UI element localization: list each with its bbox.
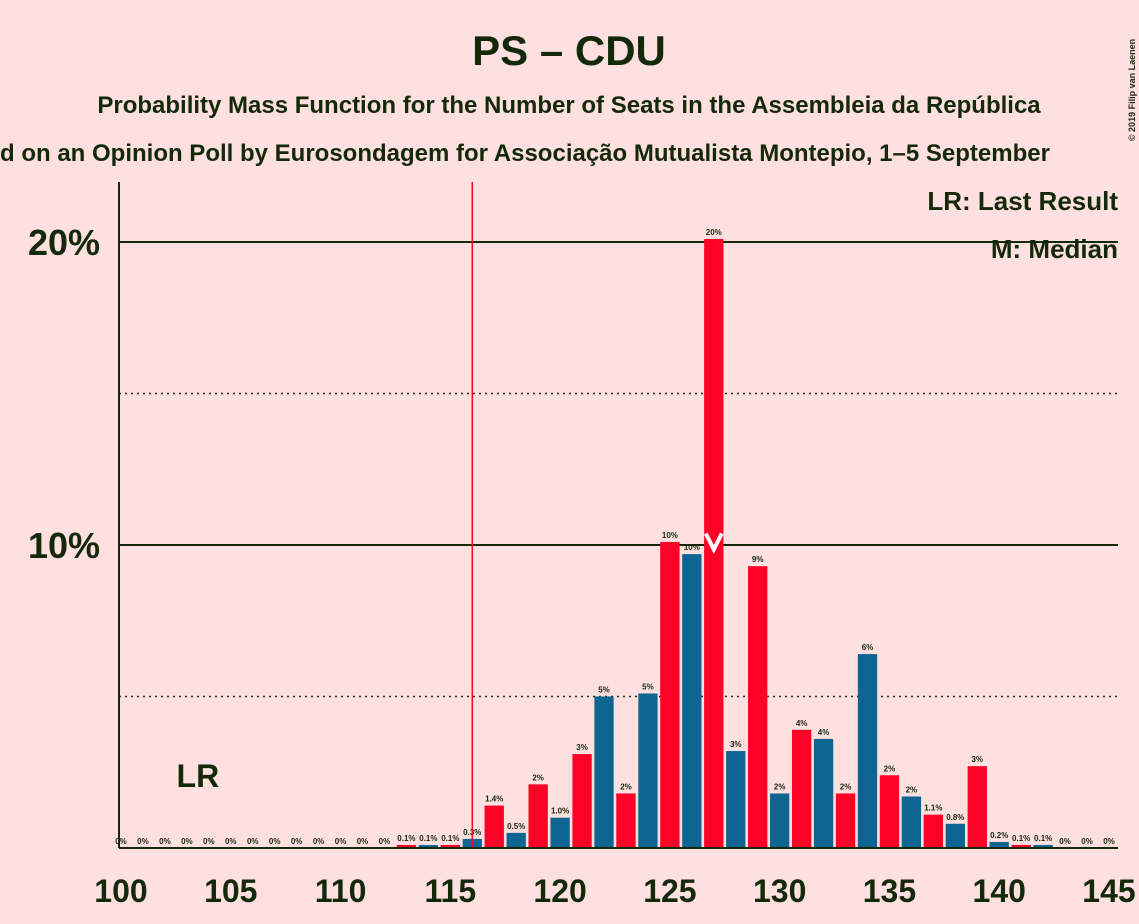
- bar: [770, 793, 790, 848]
- chart-title: PS – CDU: [472, 27, 666, 74]
- bar: [418, 844, 439, 848]
- value-label: 9%: [752, 555, 764, 564]
- value-label: 20%: [706, 228, 722, 237]
- bar: [638, 693, 658, 848]
- value-label: 0.1%: [441, 834, 459, 843]
- x-tick-label: 120: [533, 873, 586, 909]
- bar: [440, 844, 460, 848]
- value-label: 2%: [840, 782, 852, 791]
- bar: [660, 541, 680, 848]
- bar: [572, 754, 592, 848]
- lr-label: LR: [177, 758, 220, 794]
- value-label: 0.1%: [397, 834, 415, 843]
- value-label: 0%: [1081, 837, 1093, 846]
- value-label: 5%: [598, 686, 610, 695]
- value-label: 0%: [269, 837, 281, 846]
- median-marker: [704, 532, 724, 554]
- bar: [594, 696, 614, 848]
- bar: [528, 784, 548, 848]
- value-label: 0%: [1059, 837, 1071, 846]
- bar: [726, 751, 746, 848]
- value-label: 0%: [115, 837, 127, 846]
- value-label: 0%: [291, 837, 303, 846]
- x-tick-label: 130: [753, 873, 806, 909]
- x-tick-label: 140: [973, 873, 1026, 909]
- bar: [616, 793, 636, 848]
- bar: [879, 775, 900, 848]
- bar: [1011, 844, 1031, 848]
- value-label: 1.0%: [551, 807, 569, 816]
- value-label: 0%: [1103, 837, 1115, 846]
- bar: [484, 805, 504, 848]
- value-label: 3%: [730, 740, 742, 749]
- value-label: 0.2%: [990, 831, 1008, 840]
- x-tick-label: 100: [94, 873, 147, 909]
- bar: [901, 796, 922, 848]
- bar: [550, 817, 570, 848]
- value-label: 1.1%: [924, 804, 942, 813]
- value-label: 0%: [137, 837, 149, 846]
- value-label: 10%: [684, 543, 700, 552]
- subtitle: Probability Mass Function for the Number…: [97, 92, 1041, 119]
- value-label: 5%: [642, 682, 654, 691]
- value-label: 3%: [576, 743, 588, 752]
- value-label: 0.1%: [1012, 834, 1030, 843]
- y-tick-label: 10%: [28, 525, 100, 566]
- x-tick-label: 110: [315, 873, 367, 909]
- x-tick-label: 115: [425, 873, 477, 909]
- value-label: 3%: [971, 755, 983, 764]
- value-label: 1.4%: [485, 795, 503, 804]
- value-label: 0%: [247, 837, 259, 846]
- x-tick-label: 105: [204, 873, 257, 909]
- x-tick-label: 135: [863, 873, 916, 909]
- bar: [704, 238, 724, 849]
- bar: [1033, 844, 1053, 848]
- bar: [857, 654, 878, 848]
- value-label: 0%: [181, 837, 193, 846]
- value-label: 0.5%: [507, 822, 525, 831]
- value-label: 0%: [225, 837, 237, 846]
- bar: [791, 729, 812, 848]
- bar: [506, 832, 526, 848]
- bar: [923, 814, 944, 848]
- value-label: 2%: [620, 782, 632, 791]
- value-label: 2%: [774, 782, 786, 791]
- value-label: 0%: [159, 837, 171, 846]
- legend-lr: LR: Last Result: [927, 186, 1118, 216]
- subtitle2: d on an Opinion Poll by Eurosondagem for…: [0, 140, 1050, 167]
- value-label: 0%: [313, 837, 325, 846]
- bar: [813, 738, 834, 848]
- x-tick-label: 145: [1082, 873, 1135, 909]
- value-label: 0%: [357, 837, 369, 846]
- value-label: 0.8%: [946, 813, 964, 822]
- value-label: 0%: [203, 837, 215, 846]
- value-label: 2%: [884, 764, 896, 773]
- y-tick-label: 20%: [28, 222, 100, 263]
- copyright: © 2019 Filip van Laenen: [1127, 39, 1137, 141]
- value-label: 6%: [862, 643, 874, 652]
- bar: [835, 793, 856, 848]
- value-label: 10%: [662, 531, 678, 540]
- legend-median: M: Median: [991, 234, 1118, 264]
- value-label: 0.1%: [1034, 834, 1052, 843]
- bar: [945, 823, 965, 848]
- value-label: 4%: [796, 719, 808, 728]
- bar: [748, 566, 768, 848]
- value-label: 2%: [906, 785, 918, 794]
- value-label: 0%: [335, 837, 347, 846]
- value-label: 2%: [532, 773, 544, 782]
- bar: [682, 554, 702, 848]
- value-label: 0.1%: [419, 834, 437, 843]
- value-label: 4%: [818, 728, 830, 737]
- value-label: 0%: [379, 837, 391, 846]
- x-tick-label: 125: [643, 873, 696, 909]
- bar: [396, 844, 417, 848]
- bar: [967, 766, 987, 848]
- bar: [989, 841, 1009, 848]
